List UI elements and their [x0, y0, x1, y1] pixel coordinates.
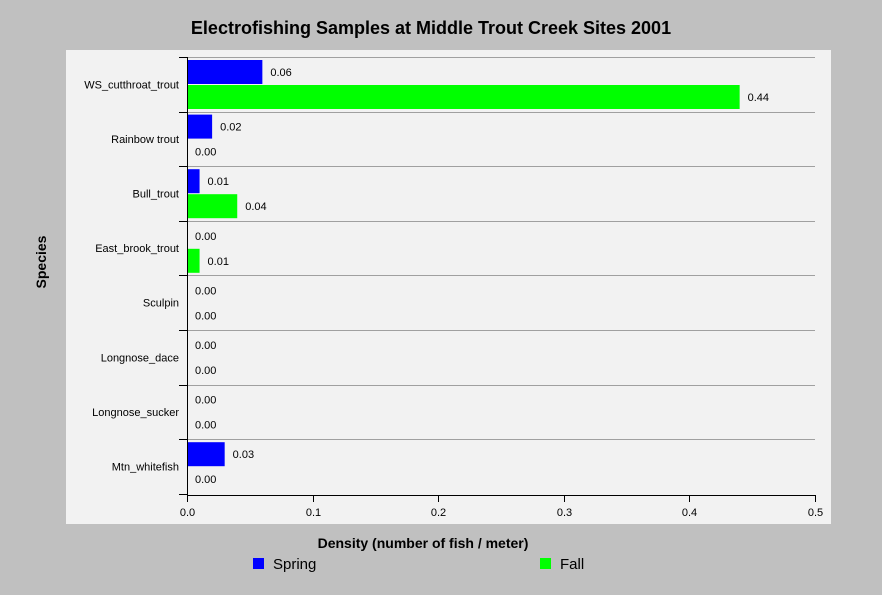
value-label-fall-sculpin: 0.00	[195, 310, 216, 322]
bar-fall-bull-trout	[188, 194, 238, 219]
value-label-spring-bull-trout: 0.01	[208, 176, 229, 188]
legend-swatch-spring	[253, 557, 264, 569]
bars	[188, 60, 740, 467]
x-tick-label: 0.2	[431, 507, 446, 519]
value-label-spring-ws-cutthroat-trout: 0.06	[270, 67, 291, 79]
value-label-spring-mtn-whitefish: 0.03	[233, 449, 254, 461]
category-label-east-brook-trout: East_brook_trout	[95, 243, 179, 255]
legend-label-fall: Fall	[560, 556, 585, 573]
bar-spring-mtn-whitefish	[188, 442, 225, 467]
value-label-fall-rainbow-trout: 0.00	[195, 147, 216, 159]
y-axis-label: Species	[33, 235, 49, 289]
chart-title: Electrofishing Samples at Middle Trout C…	[190, 18, 672, 38]
category-label-sculpin: Sculpin	[143, 298, 179, 310]
labels: 0.0 0.1 0.2 0.3 0.4 0.5 WS_cutthroat_trout 0.06…	[84, 67, 823, 519]
value-label-fall-east-brook-trout: 0.01	[208, 256, 229, 268]
x-tick-label: 0.4	[682, 507, 697, 519]
x-tick-label: 0.5	[808, 507, 823, 519]
value-label-spring-longnose-dace: 0.00	[195, 340, 216, 352]
x-axis-label: Density (number of fish / meter)	[317, 535, 529, 551]
value-label-spring-east-brook-trout: 0.00	[195, 231, 216, 243]
bar-spring-ws-cutthroat-trout	[188, 60, 263, 84]
bar-fall-east-brook-trout	[188, 248, 200, 273]
category-label-bull-trout: Bull_trout	[133, 189, 179, 201]
plot-panel	[66, 50, 831, 524]
category-label-ws-cutthroat-trout: WS_cutthroat_trout	[84, 79, 179, 91]
value-label-fall-bull-trout: 0.04	[245, 201, 266, 213]
value-label-spring-rainbow-trout: 0.02	[220, 122, 241, 134]
value-label-spring-sculpin: 0.00	[195, 285, 216, 297]
legend-swatch-fall	[540, 557, 551, 569]
value-label-spring-longnose-sucker: 0.00	[195, 395, 216, 407]
legend-label-spring: Spring	[273, 556, 317, 573]
axes	[179, 57, 816, 502]
legend-item-spring: Spring	[253, 556, 316, 573]
category-label-longnose-dace: Longnose_dace	[101, 352, 179, 364]
value-label-fall-mtn-whitefish: 0.00	[195, 474, 216, 486]
bar-spring-rainbow-trout	[188, 114, 213, 139]
category-label-rainbow-trout: Rainbow trout	[111, 134, 179, 146]
x-tick-label: 0.3	[557, 507, 572, 519]
x-tick-label: 0.0	[180, 507, 195, 519]
bar-fall-ws-cutthroat-trout	[188, 85, 740, 109]
category-label-longnose-sucker: Longnose_sucker	[92, 407, 179, 419]
x-tick-label: 0.1	[306, 507, 321, 519]
gridlines	[187, 57, 815, 440]
value-label-fall-ws-cutthroat-trout: 0.44	[748, 92, 769, 104]
value-label-fall-longnose-sucker: 0.00	[195, 420, 216, 432]
value-label-fall-longnose-dace: 0.00	[195, 365, 216, 377]
bar-spring-bull-trout	[188, 169, 200, 194]
legend-item-fall: Fall	[540, 556, 584, 573]
category-label-mtn-whitefish: Mtn_whitefish	[112, 462, 179, 474]
